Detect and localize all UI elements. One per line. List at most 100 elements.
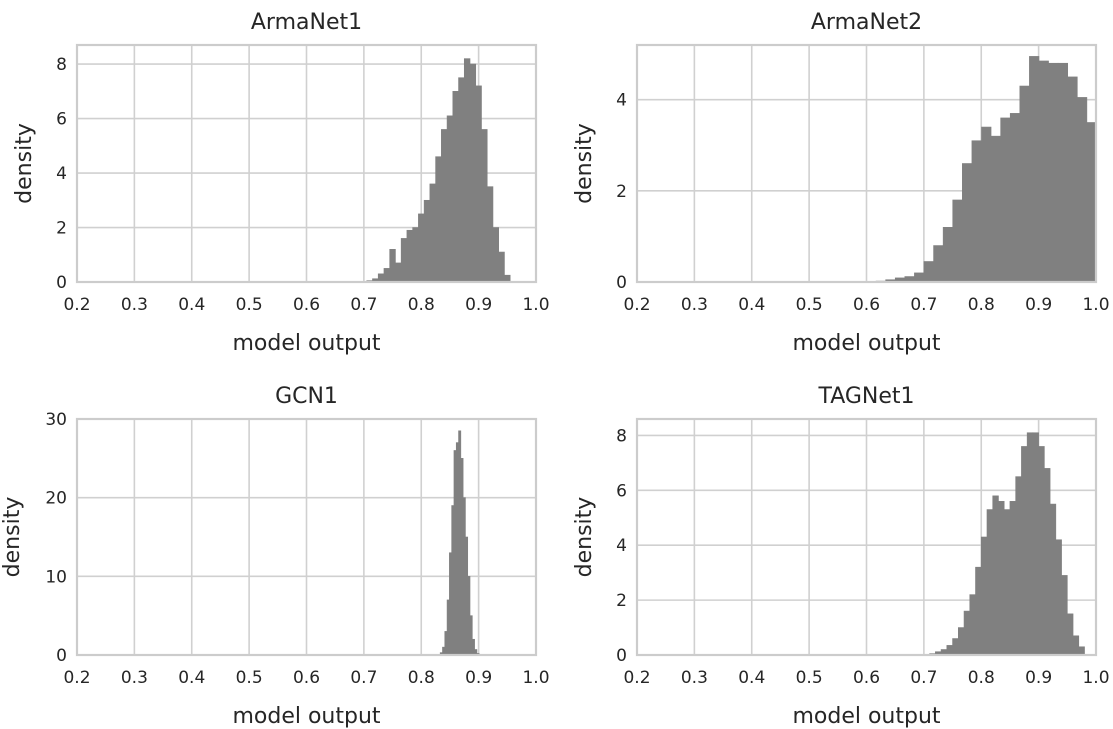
histogram-bar: [1067, 613, 1074, 656]
x-tick-label: 0.8: [408, 668, 435, 688]
x-axis-label: model output: [792, 704, 940, 729]
histogram-bar: [435, 156, 442, 283]
histogram-bar: [1009, 113, 1021, 283]
histogram-bar: [395, 262, 402, 283]
histogram-bar: [389, 249, 396, 283]
x-tick-label: 0.2: [63, 668, 90, 688]
y-axis-label: density: [0, 497, 25, 578]
histogram-bar: [400, 238, 408, 283]
histogram-bar: [990, 135, 1001, 283]
histogram-bar: [429, 183, 436, 283]
histogram-bar: [492, 227, 500, 283]
histogram-bar: [1078, 646, 1085, 656]
y-tick-label: 30: [45, 410, 67, 430]
histogram-bar: [980, 536, 988, 656]
chart-panel-2: 0.2 0.3 0.4 0.5 0.6 0.7 0.8 0.9 1.0 0 2 4 ArmaNet2 mo…: [572, 10, 1110, 356]
x-tick-label: 1.0: [522, 668, 549, 688]
x-tick-label: 0.9: [1025, 295, 1052, 315]
histogram-bar: [952, 638, 959, 656]
histogram-bar: [1061, 575, 1068, 656]
x-tick-label: 0.8: [968, 668, 995, 688]
y-tick-label: 10: [45, 567, 67, 587]
histogram-bar: [1032, 432, 1039, 656]
histogram-bar: [933, 245, 944, 283]
x-tick-label: 0.6: [293, 668, 320, 688]
x-tick-label: 0.4: [738, 668, 765, 688]
x-tick-label: 0.6: [853, 295, 880, 315]
histogram-bar: [971, 140, 982, 283]
histogram-bar: [377, 273, 385, 283]
y-tick-label: 8: [56, 55, 67, 75]
plot-frame: [635, 43, 1098, 284]
histogram-bar: [962, 163, 973, 283]
plot-frame: [75, 43, 538, 284]
y-axis-label: density: [572, 497, 597, 578]
histogram-bar: [472, 638, 475, 656]
histogram-bar: [1044, 468, 1051, 656]
plot-frame: [635, 417, 1098, 657]
histogram-bar: [383, 268, 390, 283]
histogram-bar: [963, 610, 971, 656]
histogram-bar: [467, 576, 471, 656]
histogram-bar: [463, 58, 471, 283]
histogram-bar: [998, 501, 1005, 656]
x-tick-label: 0.7: [910, 668, 937, 688]
chart-panel-3: 0.2 0.3 0.4 0.5 0.6 0.7 0.8 0.9 1.0 0 10 20 30 GCN1 mo…: [0, 384, 550, 729]
histogram-bar: [1015, 476, 1022, 656]
histogram-bar: [986, 509, 994, 656]
x-tick-label: 0.4: [738, 295, 765, 315]
x-tick-label: 0.7: [910, 295, 937, 315]
histogram-bar: [1026, 432, 1034, 656]
histogram-bar: [441, 129, 448, 283]
x-tick-label: 0.2: [623, 668, 650, 688]
histogram-bar: [418, 213, 425, 283]
x-tick-label: 0.8: [968, 295, 995, 315]
histogram-bar: [1049, 503, 1057, 656]
histogram-bar: [946, 645, 953, 656]
histogram-bar: [992, 495, 999, 656]
x-tick-label: 1.0: [522, 295, 549, 315]
x-tick-label: 0.4: [178, 668, 205, 688]
histogram-bar: [914, 272, 925, 283]
x-tick-label: 0.4: [178, 295, 205, 315]
histogram-bar: [1048, 62, 1059, 283]
x-tick-label: 0.5: [236, 295, 263, 315]
histogram-bar: [1021, 446, 1028, 656]
histogram-bar: [458, 430, 462, 656]
histogram-bar: [1038, 60, 1049, 283]
y-axis-label: density: [572, 123, 597, 204]
histogram-bar: [1072, 635, 1080, 656]
y-tick-label: 4: [616, 91, 627, 111]
histogram-bar: [957, 627, 965, 656]
x-tick-label: 1.0: [1082, 295, 1109, 315]
histogram-bar: [455, 442, 459, 656]
histogram-bar: [1055, 539, 1062, 656]
histogram-bar: [449, 552, 452, 656]
y-tick-label: 0: [56, 273, 67, 293]
histogram-bar: [469, 615, 473, 656]
x-tick-label: 0.2: [63, 295, 90, 315]
histogram-bar: [923, 261, 934, 283]
x-axis-label: model output: [232, 331, 380, 356]
chart-panel-4: 0.2 0.3 0.4 0.5 0.6 0.7 0.8 0.9 1.0 0 2 4 6 8 TAGNet1 m…: [572, 384, 1110, 729]
histogram-bar: [452, 91, 459, 283]
x-tick-label: 0.3: [681, 295, 708, 315]
histogram-bar: [942, 227, 954, 283]
histogram-bar: [451, 505, 455, 656]
histogram-bar: [1009, 501, 1016, 656]
y-tick-label: 6: [56, 110, 67, 130]
y-tick-label: 4: [56, 164, 67, 184]
y-tick-label: 0: [56, 646, 67, 666]
x-tick-label: 0.5: [796, 668, 823, 688]
x-tick-label: 1.0: [1082, 668, 1109, 688]
x-axis-label: model output: [232, 704, 380, 729]
x-tick-label: 0.3: [681, 668, 708, 688]
x-tick-label: 0.9: [465, 668, 492, 688]
histogram-bar: [423, 199, 431, 283]
histogram-bar: [1067, 76, 1078, 283]
x-tick-label: 0.3: [121, 668, 148, 688]
x-tick-label: 0.5: [796, 295, 823, 315]
plot-frame: [75, 417, 538, 657]
x-axis-label: model output: [792, 331, 940, 356]
